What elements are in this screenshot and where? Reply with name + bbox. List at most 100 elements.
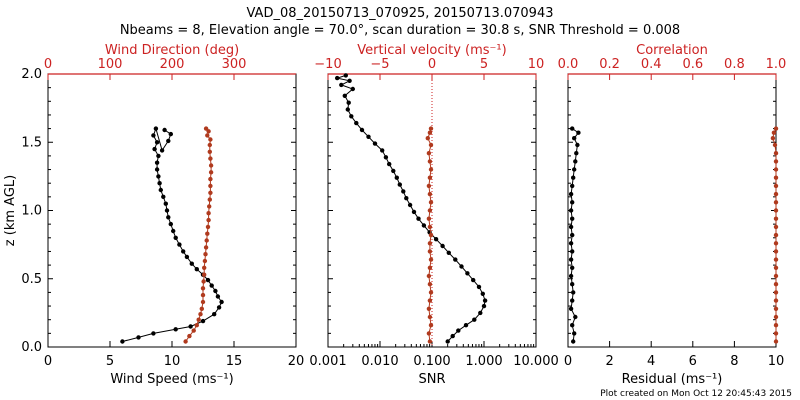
data-point-red	[426, 216, 432, 221]
x-bottom-tick-label: 0.010	[361, 354, 398, 369]
data-point-black	[480, 291, 485, 296]
data-point-black	[343, 73, 348, 78]
data-point-red	[773, 151, 779, 156]
data-point-black	[171, 228, 176, 234]
data-point-red	[426, 151, 432, 156]
data-point-red	[207, 204, 212, 209]
data-point-black	[397, 182, 402, 187]
data-point-black	[574, 151, 579, 156]
data-point-red	[204, 238, 209, 243]
data-point-red	[773, 249, 779, 254]
data-point-red	[428, 200, 434, 205]
data-point-black	[215, 294, 221, 299]
data-point-black	[456, 328, 461, 333]
panel-frame	[47, 73, 297, 348]
y-tick-label: 0.0	[21, 340, 42, 355]
x-bottom-axis-title: Residual (ms⁻¹)	[622, 372, 723, 387]
data-point-red	[427, 159, 433, 164]
data-point-black	[209, 283, 214, 288]
x-bottom-tick-label: 10.000	[513, 354, 559, 369]
data-point-red	[207, 142, 212, 148]
data-point-red	[426, 183, 432, 189]
data-point-black	[168, 221, 173, 227]
data-point-black	[219, 299, 224, 305]
x-top-tick-label: 0.6	[682, 57, 703, 72]
data-point-red	[199, 306, 204, 311]
data-point-black	[161, 194, 166, 199]
x-top-tick-label: 10	[528, 57, 545, 72]
data-point-black	[166, 215, 171, 220]
data-point-black	[568, 208, 574, 213]
data-point-black	[349, 114, 354, 119]
y-tick-label: 0.5	[21, 272, 42, 287]
data-point-red	[773, 298, 779, 303]
data-point-black	[570, 249, 575, 254]
data-point-black	[163, 201, 168, 206]
x-bottom-tick-label: 20	[288, 354, 305, 369]
x-bottom-tick-label: 8	[730, 354, 738, 369]
data-point-red	[427, 241, 433, 246]
data-point-black	[181, 249, 186, 254]
data-point-red	[203, 245, 209, 250]
data-point-black	[568, 241, 574, 246]
x-top-tick-label: −10	[314, 57, 341, 72]
data-point-red	[427, 314, 433, 320]
data-point-black	[568, 224, 574, 230]
data-point-red	[208, 137, 213, 142]
data-point-black	[194, 267, 199, 272]
data-point-red	[208, 190, 213, 195]
data-point-black	[216, 305, 222, 310]
x-bottom-tick-label: 15	[226, 354, 243, 369]
data-point-black	[177, 242, 182, 247]
data-point-black	[481, 303, 487, 309]
x-bottom-tick-label: 0.100	[413, 354, 450, 369]
figure-title-line2: Nbeams = 8, Elevation angle = 70.0°, sca…	[120, 23, 680, 38]
x-bottom-tick-label: 10	[768, 354, 785, 369]
data-point-black	[387, 161, 392, 167]
data-point-red	[773, 232, 779, 238]
data-point-black	[151, 331, 156, 336]
data-point-red	[205, 231, 210, 236]
data-point-black	[568, 191, 574, 197]
data-point-black	[401, 189, 406, 194]
data-point-black	[152, 146, 157, 152]
y-tick-label: 1.5	[21, 135, 42, 150]
x-top-tick-label: 100	[98, 57, 123, 72]
data-point-red	[201, 279, 206, 284]
data-point-black	[380, 148, 385, 153]
data-point-black	[476, 284, 482, 290]
figure-title-line1: VAD_08_20150713_070925, 20150713.070943	[247, 6, 554, 21]
data-point-red	[191, 328, 196, 333]
data-point-red	[773, 191, 779, 197]
data-point-black	[570, 323, 575, 328]
x-top-tick-label: 0	[428, 57, 436, 72]
data-point-red	[773, 241, 779, 246]
data-point-red	[203, 126, 209, 131]
data-point-black	[166, 138, 171, 144]
data-point-black	[120, 339, 125, 344]
data-point-red	[773, 159, 779, 164]
data-point-black	[359, 127, 365, 133]
data-point-black	[345, 107, 350, 112]
data-point-red	[427, 249, 433, 254]
data-point-red	[202, 272, 207, 277]
data-point-red	[773, 183, 779, 189]
data-point-red	[427, 265, 433, 270]
data-point-black	[350, 86, 355, 92]
data-point-red	[183, 339, 188, 344]
series-line-red	[772, 128, 777, 342]
panel-frame	[567, 73, 777, 348]
data-point-red	[428, 290, 434, 295]
x-top-tick-label: 0	[44, 57, 52, 72]
data-point-red	[202, 258, 208, 264]
x-bottom-tick-label: 0	[564, 354, 572, 369]
x-top-tick-label: −5	[370, 57, 389, 72]
panel-middle: 0.001 0.010 0.100 1.000 10.000 SNR −10 −5 0 5 10 Ve…	[309, 43, 558, 387]
data-point-red	[773, 290, 779, 295]
data-point-black	[173, 235, 178, 240]
data-point-black	[482, 298, 488, 303]
data-point-red	[773, 200, 779, 205]
data-point-black	[572, 136, 577, 141]
